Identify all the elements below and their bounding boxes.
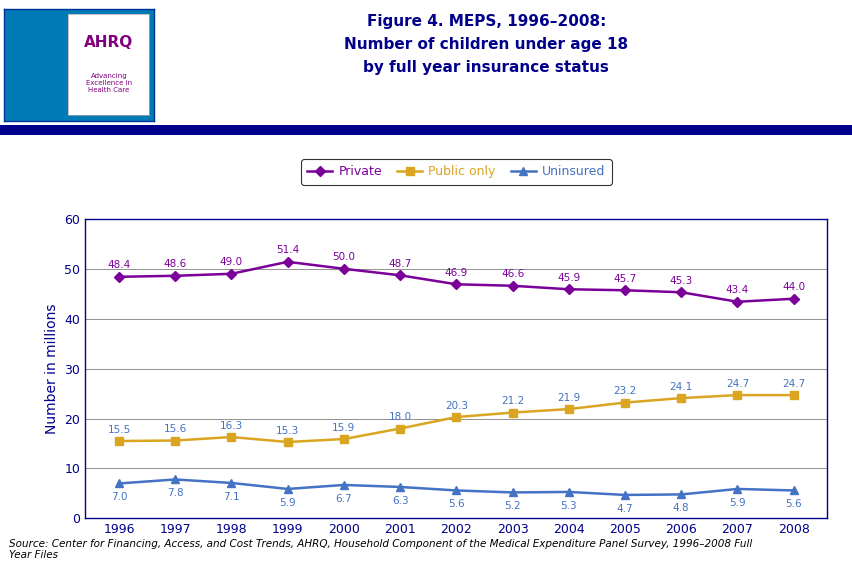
Text: 24.1: 24.1 xyxy=(669,382,692,392)
Legend: Private, Public only, Uninsured: Private, Public only, Uninsured xyxy=(301,159,611,185)
Text: 21.9: 21.9 xyxy=(556,393,579,403)
Text: 45.7: 45.7 xyxy=(613,274,636,284)
Text: 5.2: 5.2 xyxy=(504,501,521,511)
Text: 7.1: 7.1 xyxy=(223,492,239,502)
Text: 6.7: 6.7 xyxy=(335,494,352,503)
Text: 46.6: 46.6 xyxy=(500,270,524,279)
Text: 5.3: 5.3 xyxy=(560,501,577,510)
Text: 43.4: 43.4 xyxy=(725,286,748,295)
Text: 16.3: 16.3 xyxy=(220,420,243,431)
Text: 51.4: 51.4 xyxy=(276,245,299,256)
Text: 24.7: 24.7 xyxy=(725,379,748,389)
Text: 21.2: 21.2 xyxy=(500,396,524,406)
Text: 20.3: 20.3 xyxy=(444,401,468,411)
Y-axis label: Number in millions: Number in millions xyxy=(45,304,59,434)
Text: 6.3: 6.3 xyxy=(391,495,408,506)
Text: 5.6: 5.6 xyxy=(785,499,801,509)
Text: Figure 4. MEPS, 1996–2008:: Figure 4. MEPS, 1996–2008: xyxy=(366,14,605,29)
Text: 5.6: 5.6 xyxy=(447,499,464,509)
Text: 15.5: 15.5 xyxy=(107,425,130,435)
Text: 23.2: 23.2 xyxy=(613,386,636,396)
Text: 15.6: 15.6 xyxy=(164,424,187,434)
Text: 46.9: 46.9 xyxy=(444,268,468,278)
Text: 15.3: 15.3 xyxy=(276,426,299,435)
Text: 48.4: 48.4 xyxy=(107,260,130,271)
Text: 50.0: 50.0 xyxy=(332,252,355,263)
Text: 44.0: 44.0 xyxy=(781,282,804,293)
Text: 5.9: 5.9 xyxy=(279,498,296,507)
Text: Advancing
Excellence in
Health Care: Advancing Excellence in Health Care xyxy=(85,73,132,93)
Text: 15.9: 15.9 xyxy=(332,423,355,433)
Text: 7.8: 7.8 xyxy=(167,488,183,498)
Text: AHRQ: AHRQ xyxy=(84,35,133,50)
Text: 48.7: 48.7 xyxy=(388,259,412,269)
Text: 49.0: 49.0 xyxy=(220,257,243,267)
Text: Source: Center for Financing, Access, and Cost Trends, AHRQ, Household Component: Source: Center for Financing, Access, an… xyxy=(9,539,751,560)
Text: 4.7: 4.7 xyxy=(616,503,632,514)
Text: by full year insurance status: by full year insurance status xyxy=(363,60,608,75)
Text: 7.0: 7.0 xyxy=(111,492,127,502)
Text: 4.8: 4.8 xyxy=(672,503,688,513)
Text: 5.9: 5.9 xyxy=(728,498,745,507)
Text: 45.9: 45.9 xyxy=(556,273,579,283)
Text: 24.7: 24.7 xyxy=(781,379,804,389)
Text: 45.3: 45.3 xyxy=(669,276,692,286)
Text: 18.0: 18.0 xyxy=(389,412,412,422)
Text: Number of children under age 18: Number of children under age 18 xyxy=(343,37,628,52)
Text: 48.6: 48.6 xyxy=(164,259,187,270)
